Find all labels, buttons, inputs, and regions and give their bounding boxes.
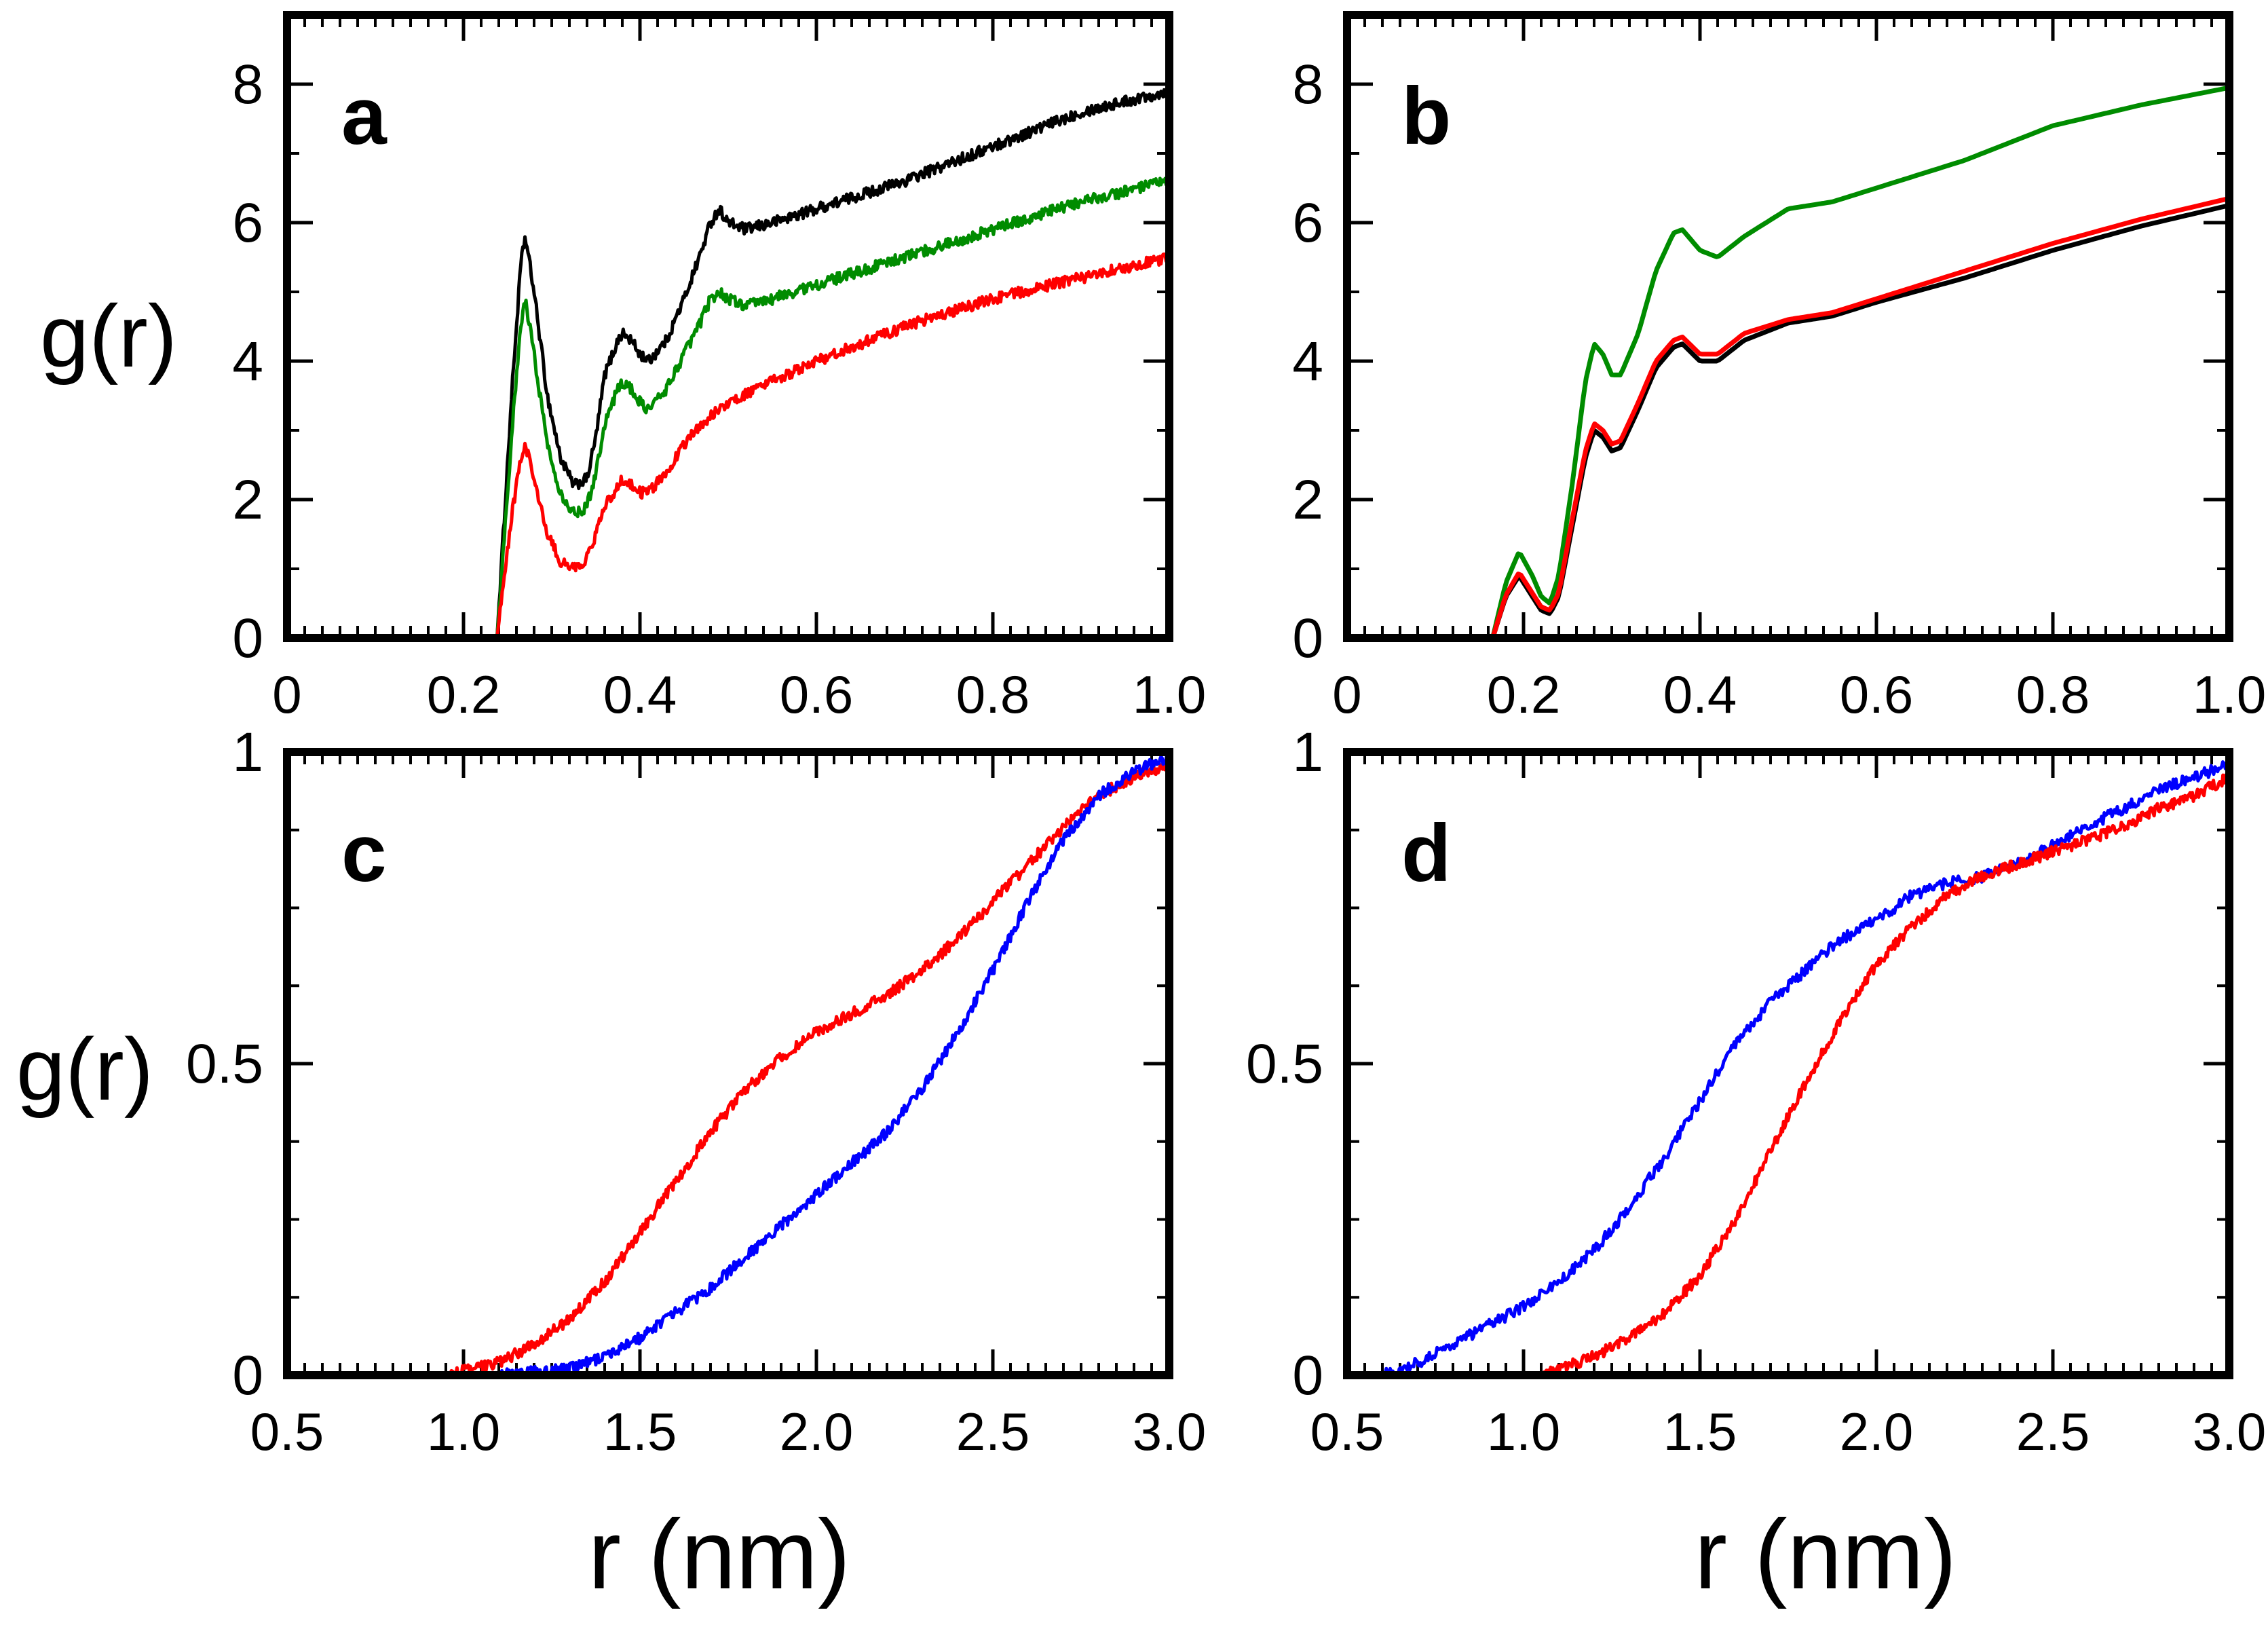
y-tick-label: 6: [1292, 192, 1323, 254]
panel-letter-c: c: [341, 808, 387, 899]
series-line-red: [495, 251, 1171, 639]
y-tick-label: 2: [1292, 469, 1323, 531]
x-tick-label: 0.4: [603, 665, 677, 724]
x-tick-label: 0: [272, 665, 301, 724]
panel-a: 0 0.2 0.4 0.6 0.8 1.0 0 2 4 6 8 a: [232, 11, 1206, 724]
x-tick-label: 1.0: [1487, 1402, 1560, 1461]
x-tick-label: 0.4: [1663, 665, 1737, 724]
y-tick-label: 1: [232, 722, 263, 783]
panel-c: 0.5 1.0 1.5 2.0 2.5 3.000.51c: [186, 722, 1206, 1461]
x-tick-label: 0.6: [1840, 665, 1913, 724]
series-line-black: [1490, 203, 2230, 639]
x-tick-label: 1.0: [427, 1402, 500, 1461]
y-tick-label: 8: [1292, 54, 1323, 115]
y-tick-label: 0.5: [186, 1033, 263, 1095]
x-tick-label: 1.5: [1663, 1402, 1737, 1461]
y-tick-label: 0: [232, 1345, 263, 1406]
series-line-blue: [1382, 760, 2231, 1377]
x-tick-label: 0: [1332, 665, 1361, 724]
x-tick-label: 0.2: [427, 665, 500, 724]
series-line-green: [495, 176, 1171, 639]
plot-frame: [283, 748, 1173, 1379]
series-line-red: [445, 758, 1171, 1377]
y-tick-label: 8: [232, 54, 263, 115]
x-tick-label: 1.0: [1133, 665, 1206, 724]
panel-b: 0 0.2 0.4 0.6 0.8 1.0 0 2 4 6 8 b: [1292, 11, 2266, 724]
y-tick-label: 6: [232, 192, 263, 254]
plot-frame: [283, 11, 1173, 642]
y-tick-label: 0: [1292, 608, 1323, 669]
y-tick-label: 4: [1292, 331, 1323, 392]
plot-frame: [1343, 748, 2233, 1379]
x-tick-label: 0.5: [250, 1402, 324, 1461]
series-line-blue: [498, 752, 1171, 1377]
x-axis-label-right: r (nm): [1695, 1499, 1957, 1609]
panel-letter-a: a: [341, 71, 388, 162]
series-line-red: [1541, 772, 2230, 1377]
y-axis-label-top: g(r): [40, 286, 177, 386]
x-tick-label: 2.5: [956, 1402, 1029, 1461]
x-axis-label-left: r (nm): [588, 1499, 851, 1609]
y-tick-label: 0: [1292, 1345, 1323, 1406]
x-tick-label: 1.0: [2193, 665, 2266, 724]
x-tick-label: 0.8: [956, 665, 1029, 724]
x-tick-label: 1.5: [603, 1402, 677, 1461]
series-line-red: [1490, 195, 2230, 639]
x-tick-label: 0.2: [1487, 665, 1560, 724]
panel-letter-b: b: [1401, 71, 1451, 162]
x-tick-label: 0.5: [1310, 1402, 1384, 1461]
series-line-green: [1490, 85, 2230, 639]
y-tick-label: 0: [232, 608, 263, 669]
x-tick-label: 2.0: [1840, 1402, 1913, 1461]
x-tick-label: 2.5: [2016, 1402, 2090, 1461]
x-tick-label: 3.0: [1133, 1402, 1206, 1461]
x-tick-label: 2.0: [780, 1402, 853, 1461]
panel-d: 0.5 1.0 1.5 2.0 2.5 3.000.51d: [1246, 722, 2266, 1461]
y-axis-label-bottom: g(r): [16, 1020, 153, 1119]
plot-frame: [1343, 11, 2233, 642]
x-tick-label: 0.8: [2016, 665, 2090, 724]
x-tick-label: 3.0: [2193, 1402, 2266, 1461]
series-line-black: [495, 87, 1170, 639]
y-tick-label: 1: [1292, 722, 1323, 783]
x-tick-label: 0.6: [780, 665, 853, 724]
y-tick-label: 2: [232, 469, 263, 531]
y-tick-label: 4: [232, 331, 263, 392]
panel-letter-d: d: [1401, 808, 1451, 899]
y-tick-label: 0.5: [1246, 1033, 1323, 1095]
